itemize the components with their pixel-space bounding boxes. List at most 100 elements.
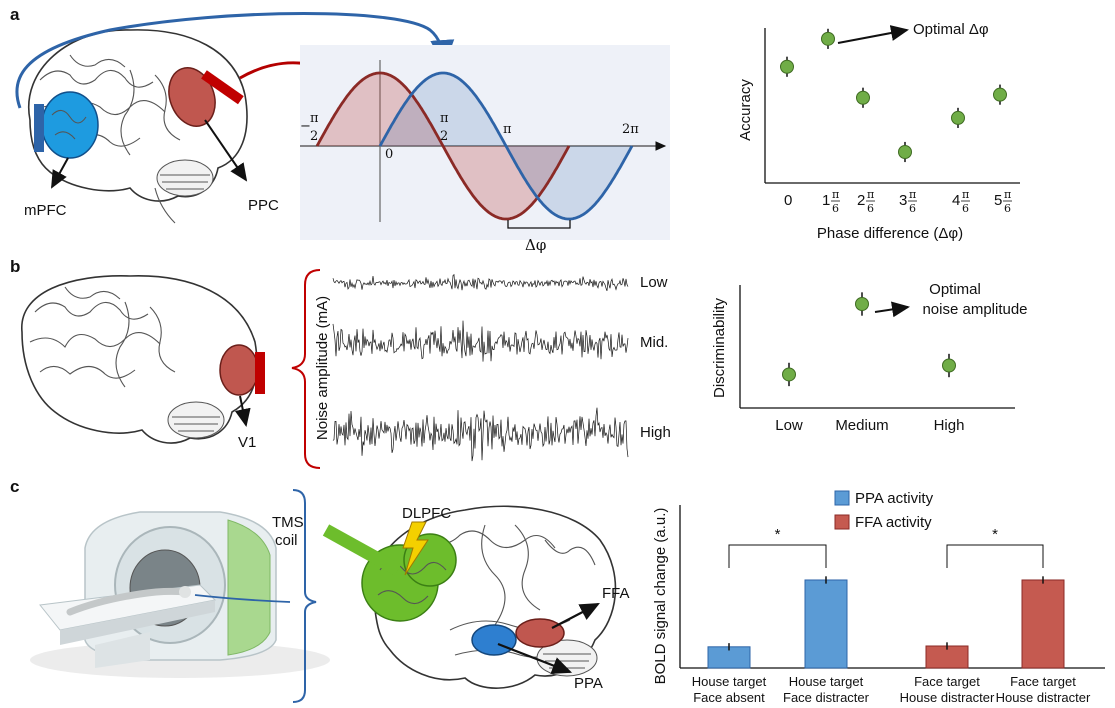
chart-b-annotation-l2: noise amplitude	[922, 301, 1027, 318]
chart-c-tick-label-line2: House distracter	[996, 690, 1091, 705]
tms-label-line1: TMS	[272, 514, 304, 531]
legend-swatch-ppa	[834, 490, 850, 506]
v1-region	[219, 344, 259, 396]
chart-a-point	[898, 145, 912, 159]
mpfc-label: mPFC	[24, 202, 67, 219]
chart-a-tick-den: 6	[832, 202, 839, 215]
v1-coil	[255, 352, 265, 394]
v1-pointer	[234, 395, 251, 427]
legend-label-ppa: PPA activity	[855, 490, 934, 507]
chart-a-tick-label: 1	[822, 192, 830, 209]
mpfc-gyri	[51, 109, 87, 140]
chart-a-xlabel: Phase difference (Δφ)	[817, 225, 963, 242]
chart-b-ylabel: Discriminability	[711, 297, 728, 398]
tick-pi2-den: 2	[440, 129, 448, 144]
chart-c-tick-label-line2: House distracter	[900, 690, 995, 705]
chart-a-tick-num: π	[867, 188, 874, 201]
ppc-pointer	[204, 119, 248, 182]
chart-b-annotation-arrow	[874, 301, 910, 318]
chart-c-tick-label-line2: Face absent	[693, 690, 765, 705]
chart-a-tick-num: π	[832, 188, 839, 201]
trace-label-high: High	[640, 424, 671, 441]
brain-b	[21, 275, 258, 444]
v1-label: V1	[238, 434, 256, 451]
noise-axis-label: Noise amplitude (mA)	[314, 296, 331, 440]
chart-b-tick-label: High	[934, 417, 965, 434]
chart-a-tick-num: π	[1004, 188, 1011, 201]
chart-a-point	[780, 59, 794, 74]
tick-neg-pi2-den: 2	[310, 129, 318, 144]
tms-label-line2: coil	[275, 532, 298, 549]
delta-bracket	[507, 220, 571, 229]
legend-swatch-ffa	[834, 514, 850, 530]
chart-c-significance-star: *	[992, 526, 998, 543]
chart-a-point	[856, 90, 870, 105]
dlpfc-label: DLPFC	[402, 505, 451, 522]
chart-a-tick-den: 6	[867, 202, 874, 215]
chart-a-tick-label: 3	[899, 192, 907, 209]
chart-a-tick-den: 6	[909, 202, 916, 215]
chart-a-point	[993, 87, 1007, 102]
mri-scanner	[30, 511, 330, 678]
panel-b-letter: b	[10, 257, 20, 276]
blue-sine-wave	[378, 71, 634, 221]
tms-coil	[322, 524, 402, 576]
chart-a-annotation-arrow	[837, 25, 909, 44]
ppc-label: PPC	[248, 197, 279, 214]
wave-ticks: − π 2 0 π 2 π 2π	[300, 111, 639, 162]
chart-c-tick-label-line1: House target	[789, 674, 864, 689]
tick-pi2-num: π	[440, 111, 449, 126]
chart-b-point	[782, 367, 796, 382]
chart-c-significance-star: *	[775, 526, 781, 543]
chart-a-annotation: Optimal Δφ	[913, 21, 989, 38]
mpfc-wave-arrow	[15, 12, 455, 109]
chart-a-tick-label: 4	[952, 192, 960, 209]
tms-pulse-icon	[402, 521, 429, 576]
ffa-label: FFA	[602, 585, 630, 602]
mpfc-coil	[34, 104, 44, 152]
mpfc-pointer	[51, 157, 69, 189]
ffa-pointer	[551, 602, 600, 629]
chart-c-tick-label-line1: Face target	[1010, 674, 1076, 689]
chart-c-tick-label-line1: House target	[692, 674, 767, 689]
trace-label-mid: Mid.	[640, 334, 668, 351]
chart-a-tick-num: π	[909, 188, 916, 201]
chart-a-tick-label: 0	[784, 192, 792, 209]
chart-a-point	[821, 31, 835, 46]
panel-a-letter: a	[10, 5, 20, 24]
chart-b-tick-label: Medium	[835, 417, 888, 434]
tick-zero: 0	[385, 147, 393, 162]
chart-c-significance-bracket	[728, 544, 827, 568]
noise-trace-mid	[332, 320, 629, 362]
chart-a-point	[951, 110, 965, 125]
chart-b-point	[942, 358, 956, 373]
ppc-region	[168, 67, 216, 127]
ppa-label: PPA	[574, 675, 603, 692]
chart-c-significance-bracket	[946, 544, 1044, 568]
chart-a-ylabel: Accuracy	[737, 79, 754, 141]
tick-neg-pi2-num: π	[310, 111, 319, 126]
chart-c-ylabel: BOLD signal change (a.u.)	[652, 508, 669, 685]
mpfc-region	[41, 91, 99, 159]
chart-a-tick-num: π	[962, 188, 969, 201]
chart-b-point	[855, 297, 869, 312]
red-sine-wave	[315, 71, 571, 221]
chart-b: Discriminability Optimal noise amplitude…	[711, 281, 1028, 434]
chart-a-tick-den: 6	[1004, 202, 1011, 215]
chart-c-bar	[1021, 579, 1065, 669]
chart-a-tick-label: 2	[857, 192, 865, 209]
chart-a-tick-label: 5	[994, 192, 1002, 209]
chart-c-tick-label-line1: Face target	[914, 674, 980, 689]
ppa-pointer	[497, 642, 573, 674]
trace-label-low: Low	[640, 274, 668, 291]
chart-c-bar	[804, 579, 848, 669]
chart-c-tick-label-line2: Face distracter	[783, 690, 870, 705]
chart-b-annotation-l1: Optimal	[929, 281, 981, 298]
tick-2pi: 2π	[622, 122, 639, 137]
ppa-region	[471, 624, 517, 656]
chart-b-tick-label: Low	[775, 417, 803, 434]
chart-c: BOLD signal change (a.u.) PPA activity F…	[652, 490, 1105, 705]
chart-a-tick-den: 6	[962, 202, 969, 215]
tick-neg-pi2-sign: −	[300, 119, 311, 134]
